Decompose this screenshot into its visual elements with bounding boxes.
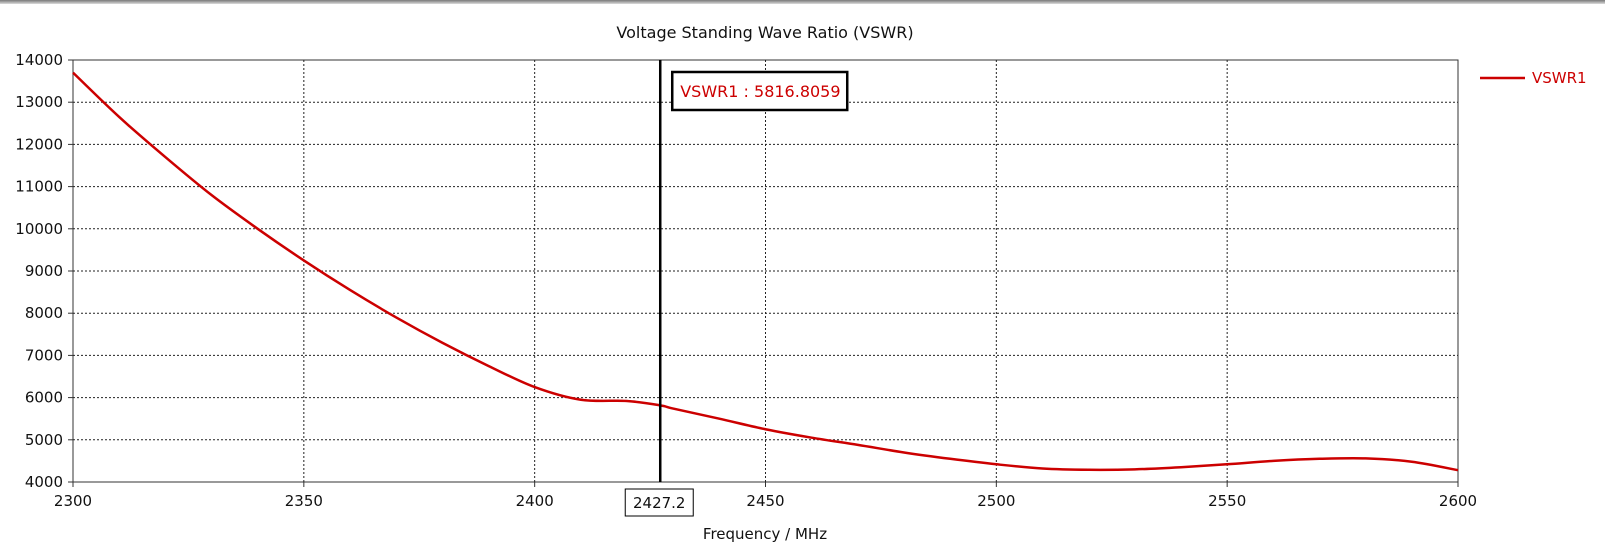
y-tick-label: 9000	[25, 262, 63, 280]
marker-layer[interactable]: VSWR1 : 5816.8059 2427.2	[624, 60, 849, 517]
y-tick-label: 6000	[25, 389, 63, 407]
y-tick-label: 5000	[25, 431, 63, 449]
legend-label-vswr1: VSWR1	[1532, 69, 1587, 87]
series-layer	[72, 71, 1459, 472]
legend: VSWR1	[1480, 69, 1587, 87]
x-tick-label: 2450	[746, 492, 784, 510]
series-line-vswr1	[72, 71, 1459, 472]
y-tick-label: 4000	[25, 473, 63, 491]
marker-readout-box	[670, 70, 849, 112]
marker-readout-text: VSWR1 : 5816.8059	[680, 82, 840, 101]
x-tick-label: 2300	[54, 492, 92, 510]
chart-title: Voltage Standing Wave Ratio (VSWR)	[616, 23, 913, 42]
x-tick-label: 2400	[516, 492, 554, 510]
x-tick-label: 2350	[285, 492, 323, 510]
y-tick-label: 7000	[25, 346, 63, 364]
marker-x-label-box	[624, 488, 694, 517]
y-tick-label: 12000	[15, 135, 63, 153]
window-top-border	[0, 0, 1605, 4]
x-axis-label: Frequency / MHz	[703, 525, 827, 543]
marker-x-label: 2427.2	[633, 494, 686, 512]
y-tick-label: 11000	[15, 178, 63, 196]
x-tick-label: 2550	[1208, 492, 1246, 510]
y-tick-label: 10000	[15, 220, 63, 238]
y-tick-label: 8000	[25, 304, 63, 322]
axis-tick-labels: 2300 2350 2400 2450 2500 2550 2600 4000 5000 6000…	[15, 51, 1477, 510]
y-tick-label: 13000	[15, 93, 63, 111]
x-tick-label: 2500	[977, 492, 1015, 510]
x-tick-label: 2600	[1439, 492, 1477, 510]
y-tick-label: 14000	[15, 51, 63, 69]
